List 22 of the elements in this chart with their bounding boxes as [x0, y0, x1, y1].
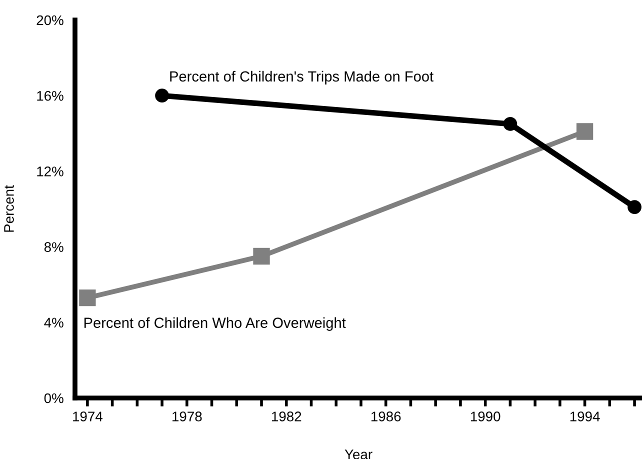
- point: [576, 123, 594, 140]
- series-label: Percent of Children Who Are Overweight: [84, 317, 346, 331]
- y-tick-label: 4%: [44, 318, 64, 328]
- x-axis-title: Year: [344, 450, 372, 459]
- point: [503, 117, 518, 131]
- x-tick-label: 1986: [371, 412, 401, 422]
- x-tick-label: 1990: [470, 412, 500, 422]
- y-tick-label: 8%: [44, 242, 64, 252]
- y-tick-label: 20%: [36, 15, 64, 26]
- x-tick-label: 1982: [272, 412, 302, 422]
- x-tick-label: 1978: [172, 412, 202, 422]
- y-tick-label: 0%: [44, 393, 64, 404]
- point: [628, 200, 642, 214]
- y-tick-label: 12%: [37, 166, 64, 176]
- x-tick-label: 1974: [73, 412, 102, 422]
- point: [155, 88, 169, 103]
- series-label: Percent of Children's Trips Made on Foot: [170, 70, 434, 84]
- point: [79, 289, 96, 306]
- x-tick-label: 1994: [570, 412, 600, 422]
- y-axis-title: Percent: [4, 185, 14, 232]
- point: [253, 248, 270, 265]
- y-tick-label: 16%: [37, 90, 64, 101]
